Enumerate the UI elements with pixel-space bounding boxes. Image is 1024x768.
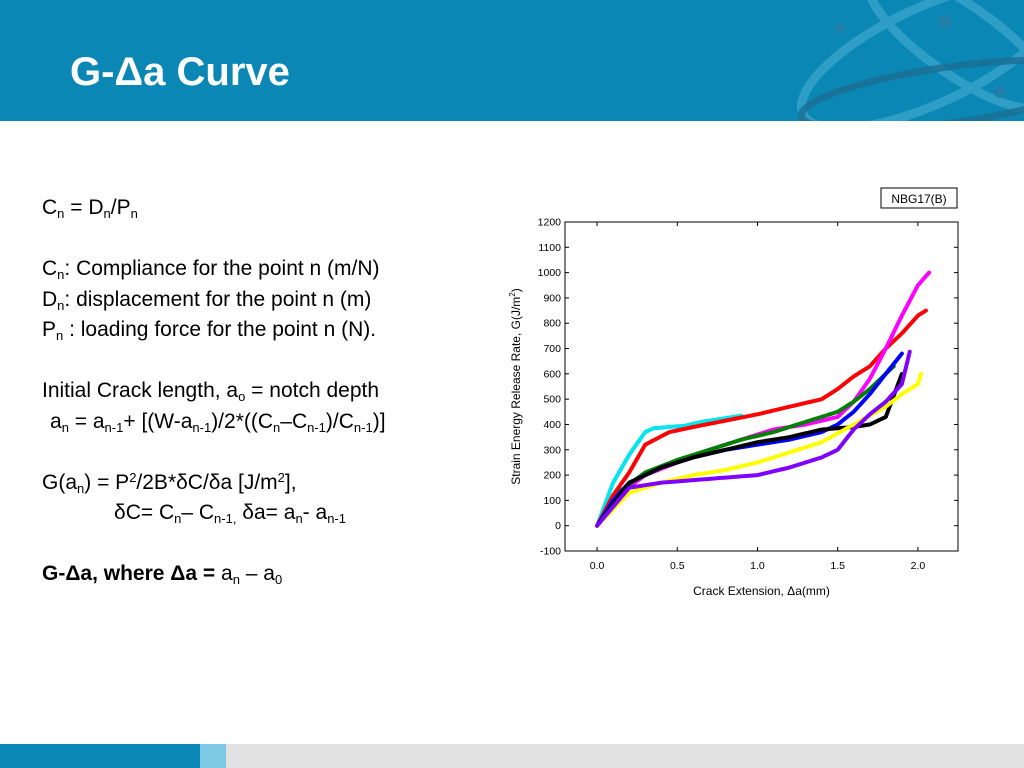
x-tick-label: 2.0: [911, 560, 926, 572]
series-line-1: [595, 413, 744, 528]
y-tick-label: 0: [555, 520, 561, 532]
footer-bar-left: [0, 744, 200, 768]
y-tick-label: 200: [543, 470, 561, 482]
footer-bar-accent: [200, 744, 226, 768]
delta-definitions: δC= Cn– Cn-1, δa= an- an-1: [114, 501, 346, 526]
y-tick-label: 1000: [538, 267, 562, 279]
y-tick-label: 500: [543, 394, 561, 406]
displacement-definition: Dn: displacement for the point n (m): [42, 287, 372, 313]
footer-bar-right: [226, 744, 1024, 768]
initial-crack-length: Initial Crack length, ao = notch depth: [42, 379, 380, 404]
compliance-definition: Cn: Compliance for the point n (m/N): [42, 257, 380, 282]
force-definition: Pn : loading force for the point n (N).: [42, 318, 377, 343]
y-tick-label: -100: [540, 546, 561, 558]
y-tick-label: 800: [543, 318, 561, 330]
g-delta-a-definition: G-Δa, where Δa = an – a0: [42, 562, 283, 587]
series-line-8: [595, 349, 912, 528]
y-tick-label: 300: [543, 444, 561, 456]
plot-frame: [564, 221, 959, 552]
page-title: G-Δa Curve: [70, 50, 290, 94]
series-line-7: [595, 371, 924, 528]
series-line-4: [595, 364, 896, 528]
x-tick-label: 1.5: [830, 560, 845, 572]
atom-decoration-icon: [797, 0, 1024, 121]
y-tick-label: 1100: [538, 242, 561, 254]
series-line-2: [595, 308, 928, 528]
x-tick-label: 0.0: [590, 560, 605, 572]
series-line-6: [595, 371, 904, 528]
crack-length-formula: an = an-1+ [(W-an-1)/2*((Cn–Cn-1)/Cn-1)]: [50, 409, 386, 435]
x-tick-label: 1.0: [750, 560, 765, 572]
chart-title: NBG17(B): [891, 192, 946, 206]
g-delta-a-chart: -100 0 100 200 300 400 500 600 700 800 900 1000 1100…: [508, 187, 959, 598]
x-tick-label: 0.5: [670, 560, 685, 572]
x-axis-label: Crack Extension, Δa(mm): [693, 584, 830, 598]
y-tick-label: 100: [543, 495, 561, 507]
y-tick-label: 600: [543, 368, 561, 380]
y-axis-label: Strain Energy Release Rate, G(J/m2): [508, 288, 523, 485]
y-tick-label: 400: [543, 419, 561, 431]
chart-title-box: [880, 187, 958, 209]
energy-release-formula: G(an) = P2/2B*δC/δa [J/m2],: [42, 469, 297, 496]
formula-text-block: Cn = Dn/Pn Cn: Compliance for the point …: [42, 193, 386, 590]
y-tick-label: 1200: [538, 217, 562, 229]
y-tick-label: 700: [543, 343, 561, 355]
compliance-formula: Cn = Dn/Pn: [42, 196, 138, 221]
header-band: G-Δa Curve: [0, 0, 1024, 121]
y-tick-label: 900: [543, 292, 561, 304]
